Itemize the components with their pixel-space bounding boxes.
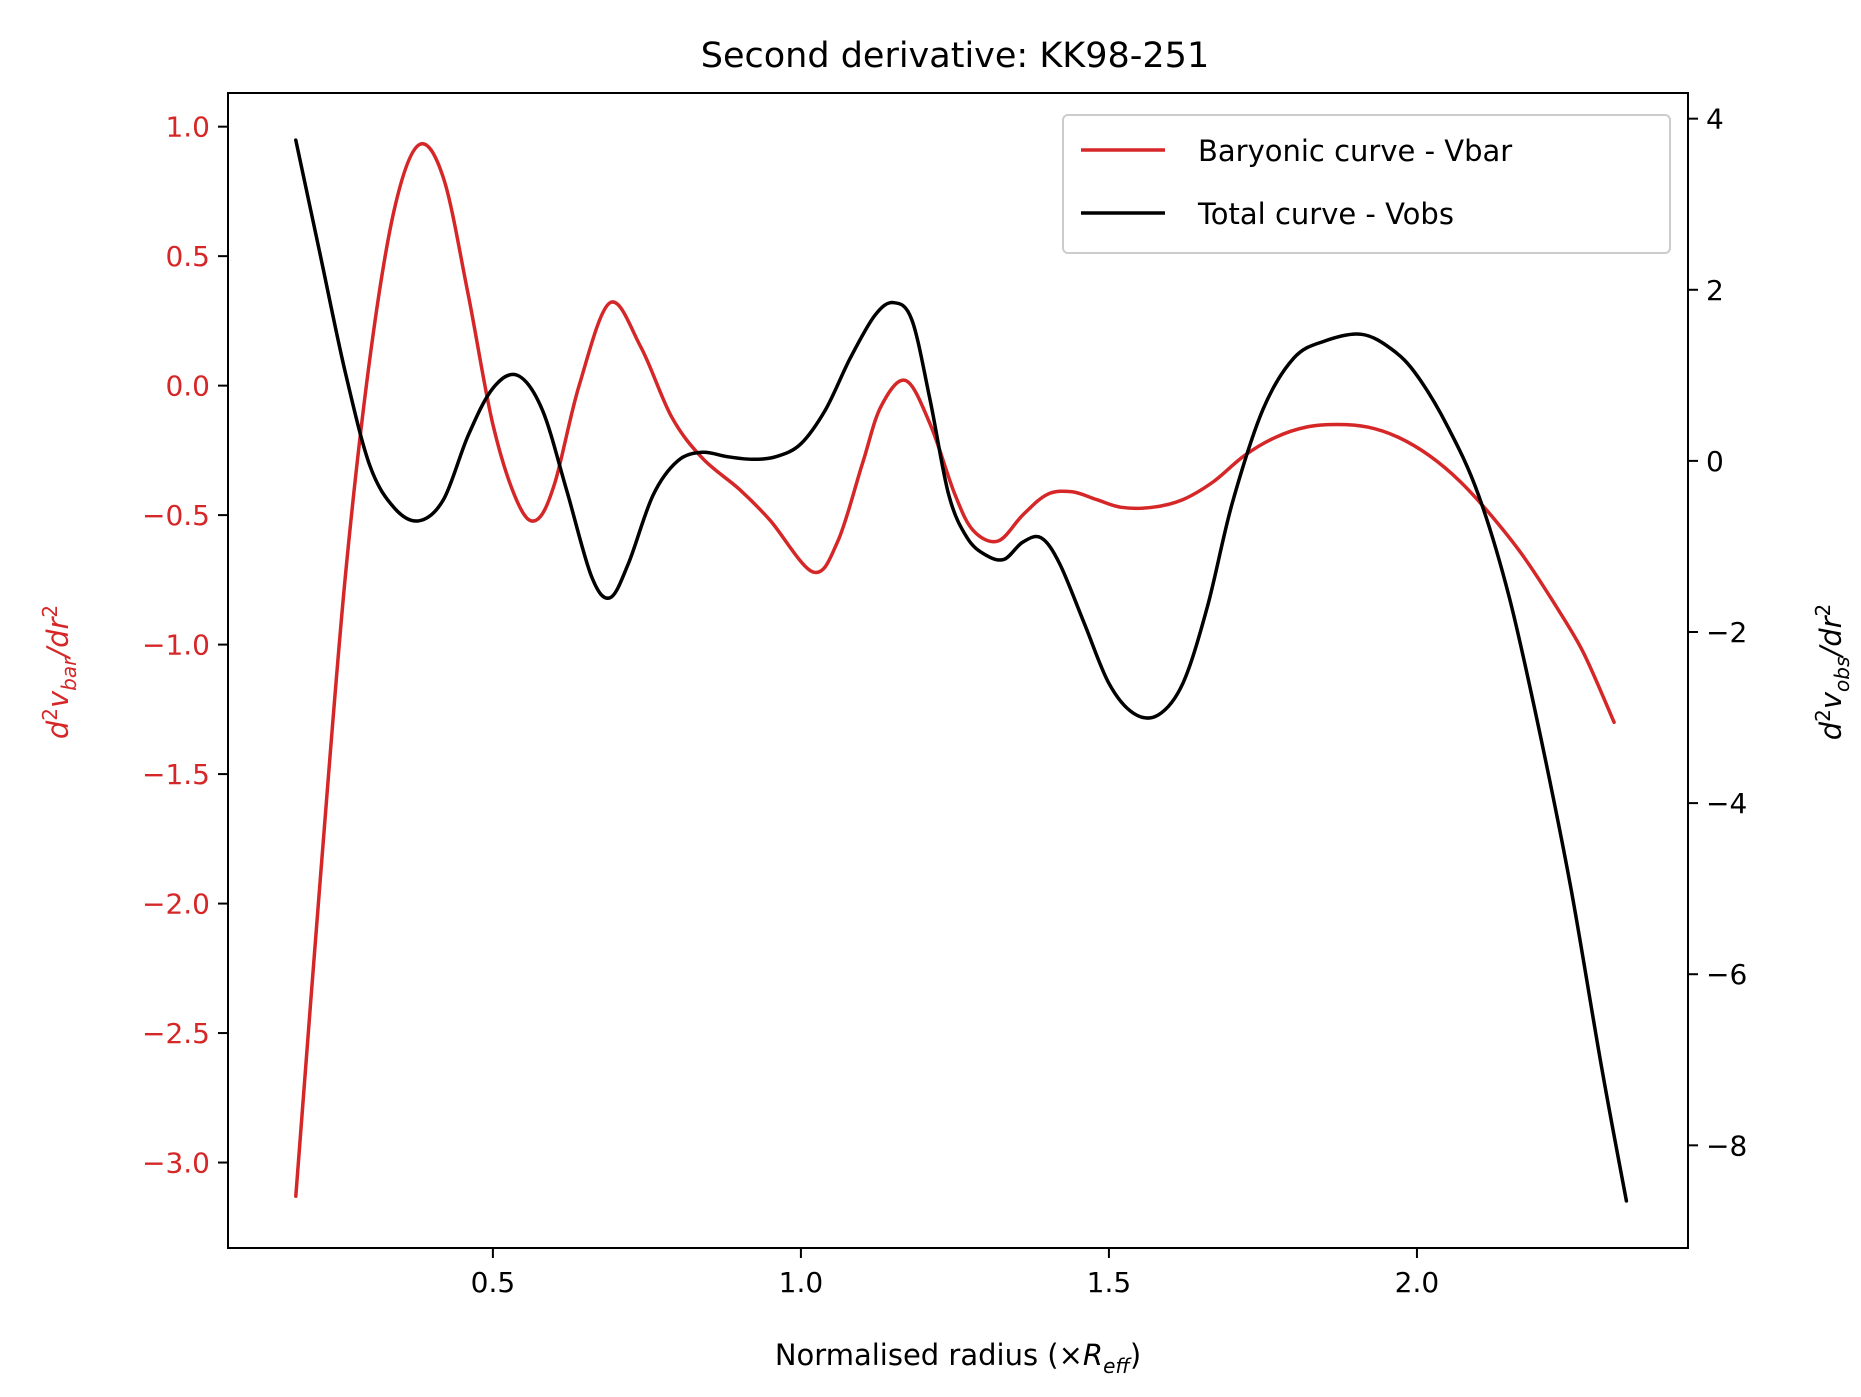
y-left-tick-label: 0.5	[165, 240, 210, 273]
x-tick-label: 0.5	[471, 1266, 516, 1299]
y-right-tick-label: −8	[1706, 1129, 1747, 1162]
y-axis-right: 4 2 0 −2 −4 −6 −8	[1688, 103, 1747, 1162]
y-left-tick-label: −3.0	[142, 1147, 210, 1180]
y-left-tick-label: −1.5	[142, 758, 210, 791]
legend-box	[1062, 114, 1671, 254]
y-right-tick-label: −6	[1706, 958, 1747, 991]
y-left-tick-label: −2.5	[142, 1017, 210, 1050]
y-axis-left-label: d2vbar/dr2	[38, 605, 81, 739]
plot-frame	[227, 92, 1689, 1249]
y-axis-left: 1.0 0.5 0.0 −0.5 −1.0 −1.5 −2.0 −2.5 −3.0	[142, 111, 228, 1180]
x-tick-label: 1.5	[1087, 1266, 1132, 1299]
legend-label-vobs: Total curve - Vobs	[1197, 197, 1454, 231]
x-tick-label: 2.0	[1395, 1266, 1440, 1299]
x-tick-label: 1.0	[779, 1266, 824, 1299]
series-line-vobs	[294, 138, 1629, 1203]
y-left-tick-label: 0.0	[165, 370, 210, 403]
x-axis: 0.5 1.0 1.5 2.0	[471, 1248, 1440, 1299]
y-right-tick-label: 0	[1706, 445, 1724, 478]
chart-title: Second derivative: KK98-251	[701, 36, 1209, 76]
y-right-tick-label: 2	[1706, 274, 1724, 307]
y-left-tick-label: −2.0	[142, 888, 210, 921]
y-right-tick-label: −2	[1706, 616, 1747, 649]
series-line-vbar	[294, 142, 1616, 1198]
y-right-tick-label: −4	[1706, 787, 1747, 820]
legend-label-vbar: Baryonic curve - Vbar	[1198, 134, 1512, 168]
y-left-tick-label: −1.0	[142, 629, 210, 662]
y-axis-right-label: d2vobs/dr2	[1811, 604, 1854, 741]
y-left-tick-label: −0.5	[142, 499, 210, 532]
legend: Baryonic curve - Vbar Total curve - Vobs	[1062, 114, 1671, 254]
y-left-tick-label: 1.0	[165, 111, 210, 144]
x-axis-label: Normalised radius (×Reff)	[775, 1338, 1141, 1378]
series-layer	[294, 138, 1629, 1203]
y-right-tick-label: 4	[1706, 103, 1724, 136]
